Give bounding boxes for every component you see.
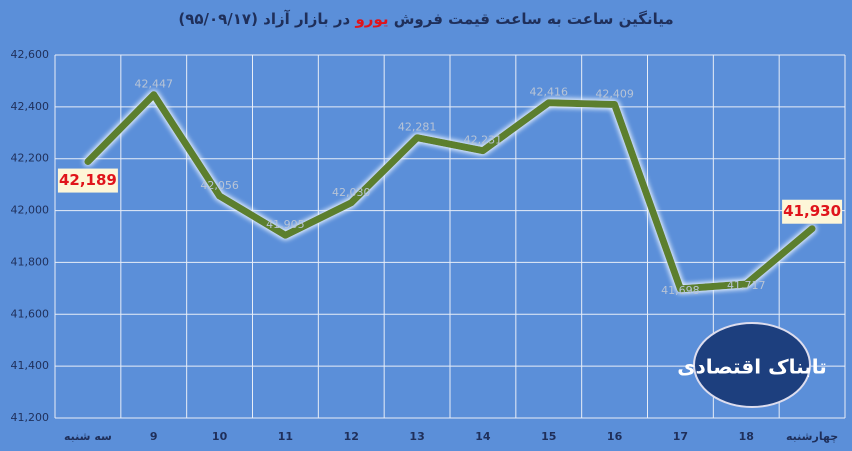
x-tick-label: 13 bbox=[409, 430, 424, 443]
data-label: 41,698 bbox=[661, 284, 700, 297]
y-tick-label: 41,200 bbox=[11, 411, 50, 424]
x-tick-label: سه شنبه bbox=[64, 430, 112, 443]
chart-title: میانگین ساعت به ساعت قیمت فروش یورو در ب… bbox=[0, 10, 852, 28]
data-label: 41,930 bbox=[783, 202, 841, 220]
x-tick-label: 16 bbox=[607, 430, 623, 443]
data-label: 41,717 bbox=[727, 279, 766, 292]
y-tick-label: 41,800 bbox=[11, 255, 50, 268]
x-tick-label: 14 bbox=[475, 430, 491, 443]
x-tick-label: 9 bbox=[150, 430, 158, 443]
logo: تابناک اقتصادی bbox=[677, 322, 827, 408]
x-tick-label: 10 bbox=[212, 430, 228, 443]
x-tick-label: 11 bbox=[278, 430, 293, 443]
y-tick-label: 41,400 bbox=[11, 359, 50, 372]
data-label: 42,189 bbox=[59, 171, 117, 189]
title-part: میانگین ساعت به ساعت قیمت فروش bbox=[393, 10, 674, 28]
data-label: 42,231 bbox=[464, 134, 503, 147]
data-label: 42,416 bbox=[530, 86, 569, 99]
y-tick-label: 41,600 bbox=[11, 307, 50, 320]
data-label: 42,030 bbox=[332, 186, 371, 199]
data-label: 42,409 bbox=[595, 88, 634, 101]
data-label: 42,447 bbox=[135, 78, 174, 91]
title-highlight: یورو bbox=[355, 10, 389, 28]
label-box bbox=[57, 168, 118, 193]
y-tick-label: 42,200 bbox=[11, 152, 50, 165]
logo-text: تابناک اقتصادی bbox=[677, 355, 827, 379]
title-part: در بازار آزاد (۹۵/۰۹/۱۷) bbox=[178, 10, 351, 28]
x-tick-label: 15 bbox=[541, 430, 556, 443]
label-box bbox=[782, 199, 843, 224]
y-tick-label: 42,000 bbox=[11, 204, 50, 217]
data-label: 41,905 bbox=[266, 218, 305, 231]
y-tick-label: 42,600 bbox=[11, 48, 50, 61]
x-tick-label: 18 bbox=[739, 430, 754, 443]
x-tick-label: 17 bbox=[673, 430, 688, 443]
x-tick-label: 12 bbox=[344, 430, 359, 443]
data-label: 42,281 bbox=[398, 121, 437, 134]
x-tick-label: چهارشنبه bbox=[786, 430, 838, 443]
y-tick-label: 42,400 bbox=[11, 100, 50, 113]
line bbox=[84, 91, 816, 293]
data-label: 42,056 bbox=[200, 179, 239, 192]
